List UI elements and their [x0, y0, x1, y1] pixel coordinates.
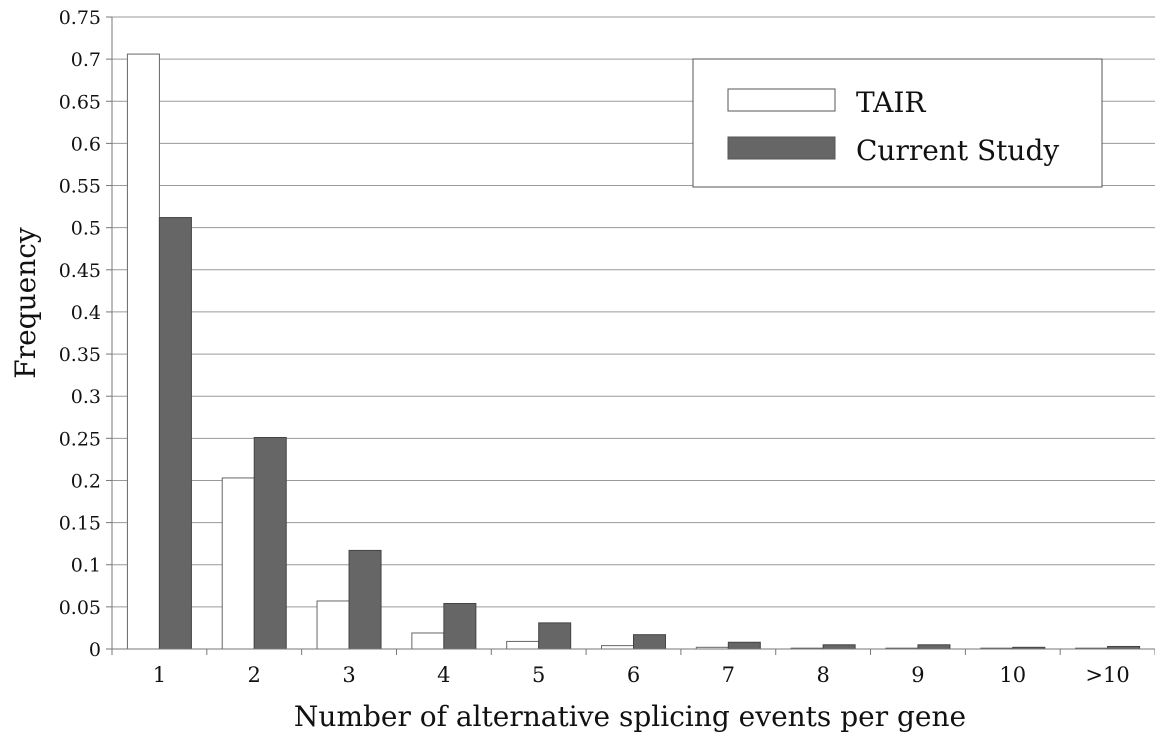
legend-label-tair: TAIR	[856, 86, 926, 119]
y-tick-label: 0.05	[59, 597, 101, 619]
bar-tair	[221, 477, 255, 650]
x-axis-label: Number of alternative splicing events pe…	[294, 700, 966, 733]
y-tick-label: 0.3	[71, 386, 101, 408]
y-tick-label: 0	[89, 639, 101, 661]
x-tick-label: 9	[911, 663, 924, 687]
bar-tair	[316, 600, 350, 650]
x-tick-label: 3	[342, 663, 355, 687]
bars	[126, 53, 1141, 650]
y-tick-label: 0.35	[59, 344, 101, 366]
y-tick-label: 0.65	[59, 91, 101, 113]
x-tick-labels: 1 2 3 4 5 6 7 8 9 10 >10	[153, 663, 1130, 687]
legend-swatch-tair	[727, 88, 836, 112]
bar-current-study	[253, 436, 287, 650]
y-tick-labels: 0 0.05 0.1 0.15 0.2 0.25 0.3 0.35 0.4 0.45 0.5 0.55…	[59, 7, 101, 661]
y-tick-label: 0.75	[59, 7, 101, 29]
y-axis-label: Frequency	[9, 227, 42, 379]
bar-current-study	[633, 634, 666, 650]
legend: TAIR Current Study	[692, 58, 1103, 188]
y-tick-label: 0.1	[71, 555, 101, 577]
legend-swatch-current-study	[727, 136, 836, 160]
y-tick-label: 0.5	[71, 218, 101, 240]
bar-current-study	[727, 641, 761, 650]
bar-current-study	[917, 644, 951, 650]
x-tick-label: 10	[999, 663, 1026, 687]
x-tick-label: 1	[153, 663, 166, 687]
bar-current-study	[158, 217, 192, 650]
bar-current-study	[348, 549, 382, 650]
y-tick-label: 0.25	[59, 428, 101, 450]
y-tick-label: 0.6	[71, 133, 101, 155]
y-tick-label: 0.2	[71, 470, 101, 492]
y-tick-label: 0.45	[59, 260, 101, 282]
x-tick-label: 7	[722, 663, 735, 687]
x-tick-label: 8	[816, 663, 829, 687]
x-tick-label: 5	[532, 663, 545, 687]
bar-tair	[601, 645, 634, 650]
bar-current-study	[443, 602, 477, 650]
bar-tair	[411, 632, 445, 650]
x-tick-label: >10	[1085, 663, 1129, 687]
bar-tair	[126, 53, 160, 650]
x-tick-label: 2	[248, 663, 261, 687]
legend-label-current-study: Current Study	[856, 134, 1059, 167]
y-tick-label: 0.7	[71, 49, 101, 71]
x-tick-label: 4	[437, 663, 450, 687]
bar-tair	[506, 640, 540, 650]
y-tick-label: 0.15	[59, 513, 101, 535]
bar-current-study	[822, 644, 856, 650]
legend-box	[692, 58, 1103, 188]
x-tick-label: 6	[627, 663, 640, 687]
bar-current-study	[538, 622, 572, 650]
y-tick-label: 0.4	[71, 302, 101, 324]
y-tick-label: 0.55	[59, 176, 101, 198]
axes	[111, 17, 1155, 655]
